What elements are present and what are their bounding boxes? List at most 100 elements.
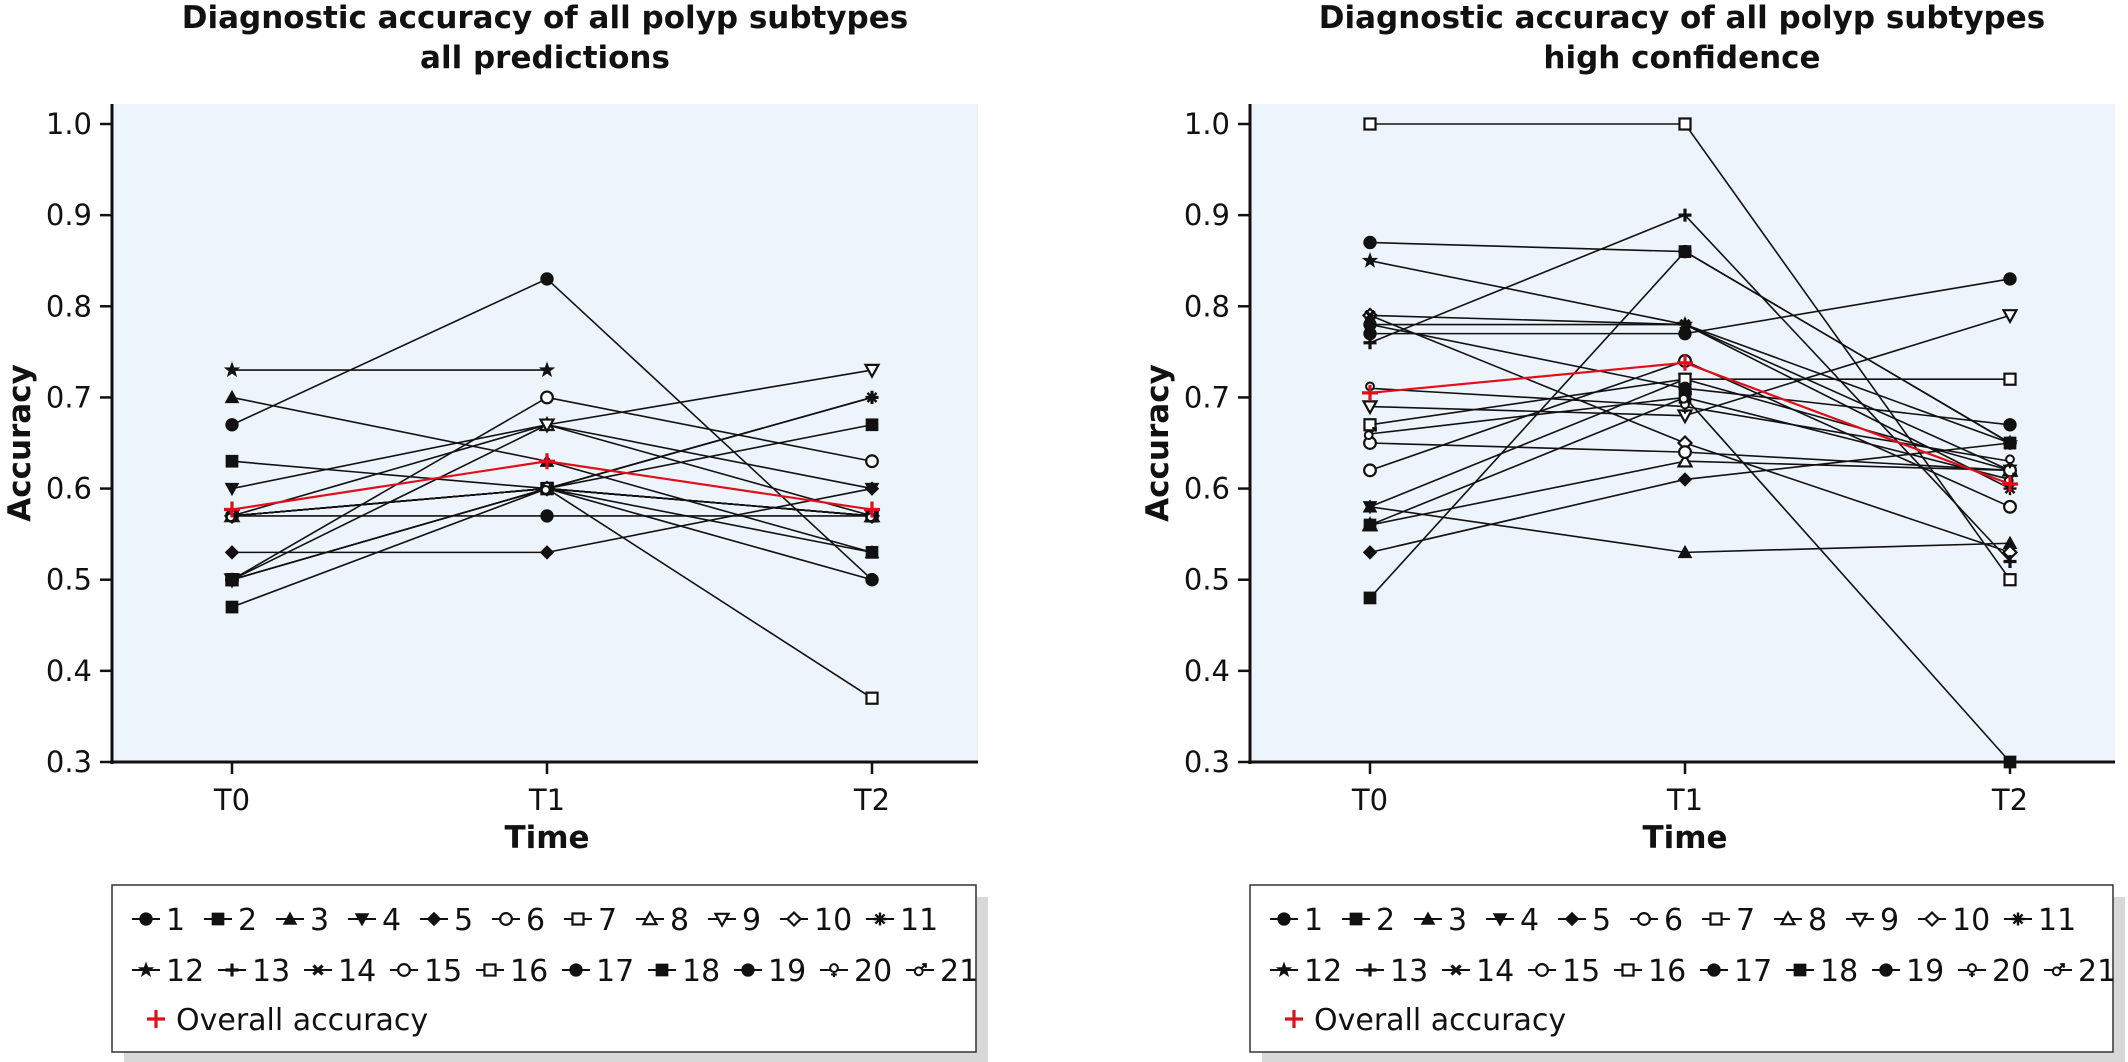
legend-item-2: 2: [1342, 903, 1395, 938]
series-line-segment: [1684, 460, 2011, 472]
legend-marker: [483, 963, 497, 977]
data-point: [538, 361, 556, 378]
data-point: [865, 573, 879, 587]
legend-item-5: 5: [1558, 903, 1611, 938]
legend-label: 19: [768, 954, 806, 989]
series-line-segment: [1369, 478, 1686, 554]
data-point: [1363, 317, 1377, 332]
data-point: [225, 454, 239, 468]
data-point: [865, 454, 879, 469]
data-point: [1678, 390, 1692, 404]
y-tick-label: 1.0: [46, 107, 92, 141]
series-line-segment: [1684, 361, 2011, 486]
legend-marker: [426, 911, 442, 927]
legend-item-19: 19: [1872, 954, 1944, 989]
legend-label: 9: [1880, 903, 1899, 938]
data-point: [864, 501, 880, 518]
legend-marker: [655, 963, 669, 977]
legend-label: 21: [2078, 954, 2116, 989]
legend-item-1: 1: [1270, 903, 1323, 938]
data-point: [2003, 418, 2017, 432]
legend-marker: [1535, 963, 1549, 977]
legend-marker: [569, 963, 583, 977]
data-point: [865, 418, 879, 432]
legend-marker: [1923, 910, 1941, 928]
legend-marker: [829, 963, 839, 978]
legend-item-5: 5: [420, 903, 473, 938]
series-line-segment: [1684, 323, 2011, 472]
data-point: [1361, 400, 1379, 416]
legend-label: 5: [1592, 903, 1611, 938]
legend-marker: [713, 912, 731, 928]
legend-item-21: 21: [2044, 954, 2116, 989]
series-line-segment: [1684, 396, 2011, 481]
legend-item-19: 19: [734, 954, 806, 989]
legend-item-7: 7: [1702, 903, 1755, 938]
legend-marker: [1707, 963, 1721, 977]
legend-marker: [1793, 963, 1807, 977]
series-line-segment: [1684, 405, 2011, 463]
plot-area: [112, 104, 978, 762]
data-point: [1677, 354, 1693, 371]
legend-label: 2: [1376, 903, 1395, 938]
legend-label: 12: [166, 954, 204, 989]
data-point: [863, 363, 881, 379]
series-line-segment: [1369, 323, 1686, 390]
series-line-segment: [1369, 405, 1686, 417]
legend-item-16: 16: [476, 954, 548, 989]
legend-item-15: 15: [390, 954, 462, 989]
data-point: [1679, 318, 1691, 331]
series-line-segment: [1684, 396, 2011, 763]
y-tick-label: 0.6: [46, 472, 92, 506]
legend-marker: [741, 963, 755, 977]
data-point: [1363, 418, 1377, 432]
data-point: [224, 545, 240, 560]
legend-label: Overall accuracy: [1314, 1003, 1566, 1038]
y-tick-label: 0.9: [46, 198, 92, 232]
data-point: [2003, 272, 2017, 286]
legend-label: 8: [1808, 903, 1827, 938]
legend-label: 17: [596, 954, 634, 989]
series-line-segment: [231, 460, 548, 511]
series-line-segment: [1369, 361, 1686, 394]
legend-marker: [1621, 963, 1635, 977]
data-point: [1677, 472, 1693, 487]
data-point: [1363, 518, 1377, 532]
legend-marker: [354, 913, 370, 927]
data-point: [865, 390, 879, 404]
series-3: [224, 389, 880, 559]
legend-item-7: 7: [564, 903, 617, 938]
data-point: [1363, 235, 1377, 250]
legend-marker: [137, 961, 155, 978]
legend-item-16: 16: [1614, 954, 1686, 989]
series-line-segment: [546, 460, 873, 554]
y-tick-label: 0.5: [1184, 563, 1230, 597]
series-line-segment: [1369, 314, 1686, 326]
legend-item-6: 6: [1630, 903, 1683, 938]
legend-label: 19: [1906, 954, 1944, 989]
legend-item-17: 17: [1700, 954, 1772, 989]
legend-marker: [1564, 911, 1580, 927]
legend-item-overall-accuracy: Overall accuracy: [1285, 1003, 1566, 1038]
data-point: [1363, 463, 1377, 478]
legend-marker: [1967, 963, 1977, 978]
legend-item-11: 11: [2004, 903, 2076, 938]
series-12: [1361, 252, 2019, 451]
data-point: [865, 691, 879, 705]
data-point: [1678, 245, 1692, 258]
series-line-segment: [1369, 378, 1686, 426]
series-overall-accuracy: [1362, 354, 2018, 493]
legend-label: 6: [1664, 903, 1683, 938]
legend-label: 8: [670, 903, 689, 938]
legend-marker: [225, 963, 239, 977]
series-16: [1363, 372, 2017, 432]
y-tick-label: 0.4: [46, 654, 92, 688]
legend-marker: [1637, 912, 1651, 926]
legend-label: 6: [526, 903, 545, 938]
data-point: [225, 418, 239, 432]
data-point: [225, 573, 239, 587]
series-line-segment: [1684, 278, 2011, 335]
y-tick-label: 0.5: [46, 563, 92, 597]
legend-marker: [1285, 1010, 1303, 1028]
